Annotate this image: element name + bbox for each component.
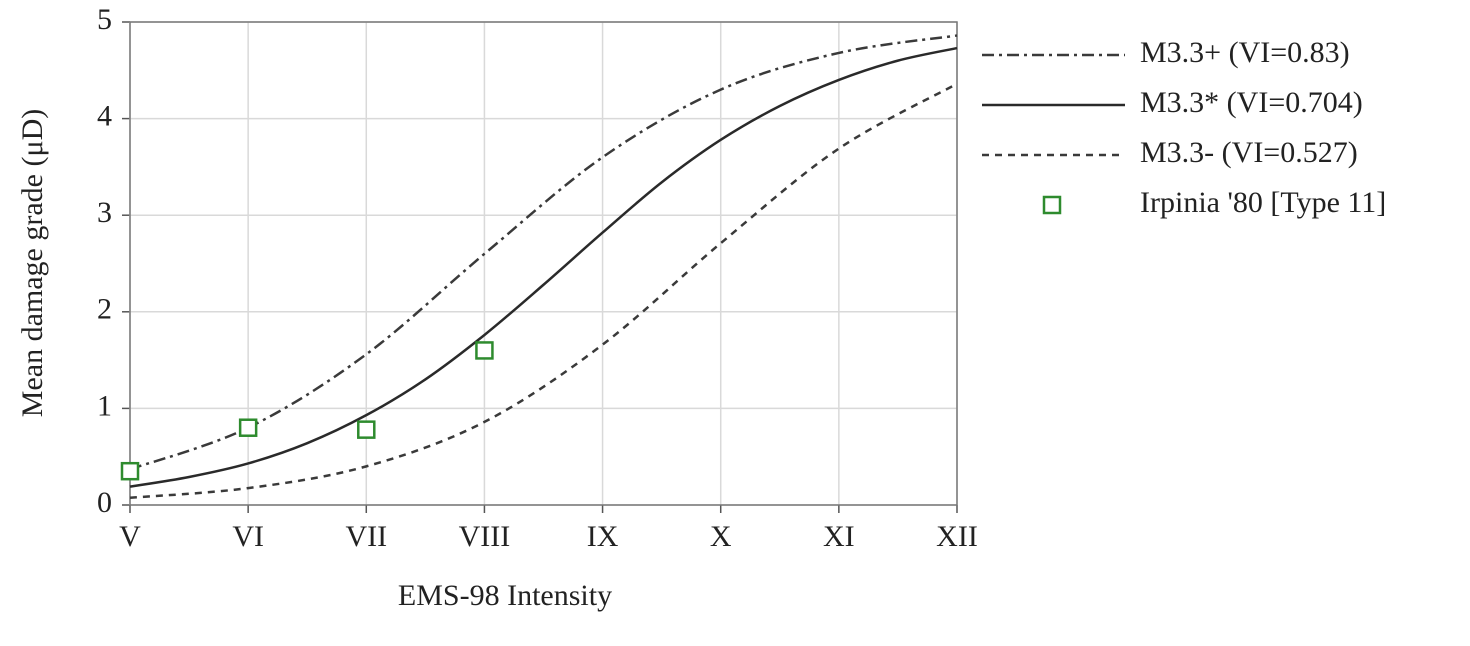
legend-label: M3.3- (VI=0.527) (1140, 136, 1358, 169)
y-tick-label: 4 (97, 99, 112, 132)
legend-label: M3.3+ (VI=0.83) (1140, 36, 1350, 69)
x-tick-label: VI (232, 520, 264, 553)
line (129, 34, 958, 471)
y-tick-label: 1 (97, 389, 112, 422)
legend-label: M3.3* (VI=0.704) (1140, 86, 1363, 119)
x-tick-label: IX (587, 520, 619, 553)
marker (120, 461, 140, 481)
y-tick-label: 0 (97, 486, 112, 519)
x-tick-label: VII (345, 520, 387, 553)
legend-label: Irpinia '80 [Type 11] (1140, 186, 1386, 219)
x-tick-label: V (119, 520, 141, 553)
marker (475, 341, 494, 360)
x-tick-label: X (710, 520, 732, 553)
legend-marker (1042, 195, 1062, 215)
x-tick-label: XII (936, 520, 978, 553)
y-axis-label: Mean damage grade (μD) (16, 109, 49, 417)
x-tick-label: VIII (459, 520, 511, 553)
x-tick-label: XI (823, 520, 855, 553)
y-tick-label: 3 (97, 196, 112, 229)
plot-frame (129, 21, 958, 506)
marker (238, 418, 258, 437)
y-tick-label: 2 (97, 293, 112, 326)
line (129, 46, 958, 488)
marker (357, 420, 376, 439)
x-axis-label: EMS-98 Intensity (398, 579, 612, 612)
line (129, 82, 958, 500)
y-tick-label: 5 (97, 3, 112, 36)
